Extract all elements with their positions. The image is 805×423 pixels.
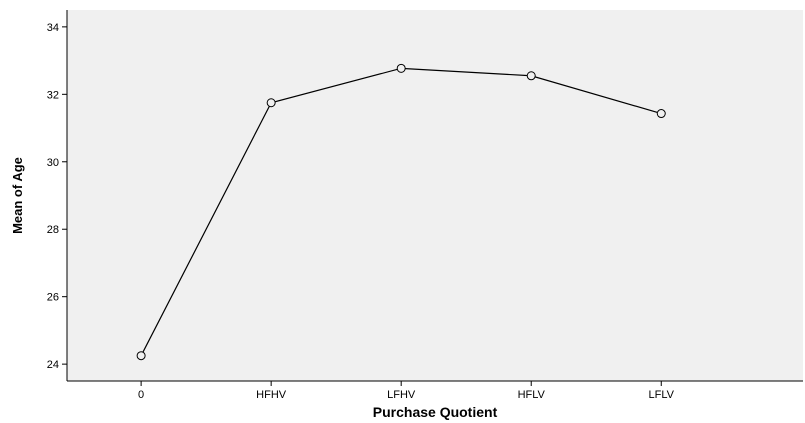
y-tick-label: 34 — [47, 22, 59, 34]
y-tick-label: 32 — [47, 89, 59, 101]
data-point — [396, 63, 406, 73]
x-tick-label: LFHV — [387, 389, 416, 401]
y-tick-label: 28 — [47, 224, 59, 236]
data-point — [136, 351, 146, 361]
x-tick-label: HFHV — [256, 389, 287, 401]
data-point — [656, 109, 666, 119]
data-point — [526, 71, 536, 81]
x-tick-label: HFLV — [518, 389, 546, 401]
y-axis: 24 26 28 30 32 34 — [47, 10, 68, 381]
x-tick-label: 0 — [138, 389, 144, 401]
y-tick-label: 26 — [47, 292, 59, 304]
x-axis: 0 HFHV LFHV HFLV LFLV — [67, 380, 803, 401]
y-tick-label: 30 — [47, 157, 59, 169]
x-axis-title: Purchase Quotient — [373, 404, 498, 420]
data-point — [266, 98, 276, 108]
y-axis-title: Mean of Age — [10, 157, 25, 234]
y-tick-label: 24 — [47, 359, 59, 371]
x-tick-label: LFLV — [649, 389, 675, 401]
plot-area — [67, 10, 803, 381]
series-layer — [136, 63, 666, 361]
